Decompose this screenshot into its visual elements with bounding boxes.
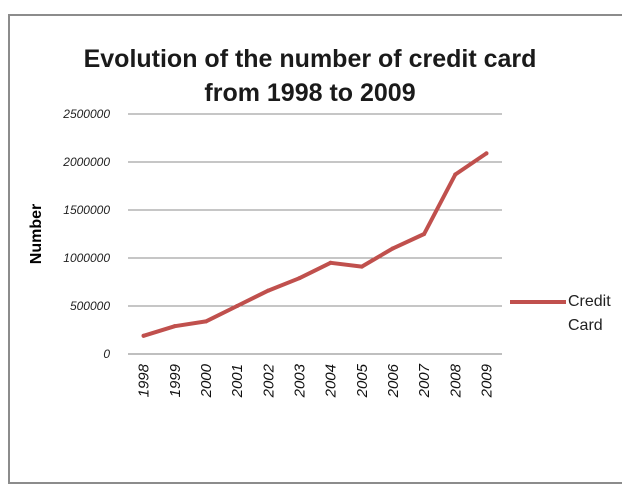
legend-label: Credit Card <box>568 293 611 334</box>
data-point <box>453 172 458 177</box>
data-point <box>297 276 302 281</box>
y-tick-label: 1000000 <box>63 251 110 265</box>
x-tick-label: 2009 <box>478 363 495 398</box>
y-tick-label: 500000 <box>70 299 110 313</box>
data-point <box>359 264 364 269</box>
x-tick-label: 2004 <box>323 364 340 398</box>
data-point <box>484 151 489 156</box>
data-point <box>172 324 177 329</box>
data-point <box>266 288 271 293</box>
y-tick-label: 2500000 <box>62 107 110 121</box>
y-tick-labels: 0 500000 1000000 1500000 2000000 2500000 <box>62 107 110 361</box>
legend-swatch <box>510 300 566 304</box>
x-tick-label: 2005 <box>354 363 371 398</box>
x-tick-label: 2002 <box>260 363 277 398</box>
x-tick-label: 1998 <box>136 363 153 397</box>
y-tick-label: 2000000 <box>62 155 110 169</box>
series-lines <box>141 151 489 338</box>
x-tick-label: 2006 <box>385 363 402 398</box>
gridlines <box>128 113 502 355</box>
y-tick-label: 0 <box>103 347 110 361</box>
x-tick-labels: 1998 1999 2000 2001 2002 2003 2004 2005 2006 2007… <box>136 363 496 398</box>
data-point <box>141 333 146 338</box>
chart-frame <box>8 14 622 484</box>
series-line-credit-card <box>141 151 489 338</box>
x-tick-label: 1999 <box>167 363 184 397</box>
y-tick-label: 1500000 <box>63 203 110 217</box>
data-point <box>390 246 395 251</box>
data-point <box>203 319 208 324</box>
x-tick-label: 2001 <box>229 364 246 398</box>
data-point <box>235 304 240 308</box>
x-tick-label: 2008 <box>447 363 464 398</box>
x-tick-label: 2007 <box>416 363 433 398</box>
x-tick-label: 2000 <box>198 363 215 398</box>
line-chart: 0 500000 1000000 1500000 2000000 2500000 1998… <box>62 107 502 398</box>
x-tick-label: 2003 <box>291 363 308 398</box>
chart-title: Evolution of the number of credit card f… <box>83 45 537 107</box>
legend: Credit Card <box>510 290 622 350</box>
data-point <box>328 260 333 265</box>
data-point <box>422 232 427 236</box>
